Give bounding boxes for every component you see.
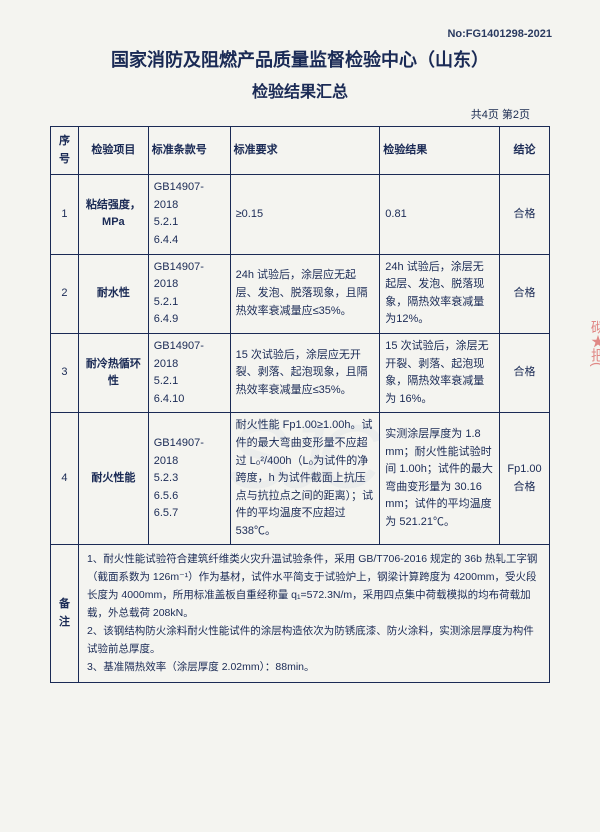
table-row: 3 耐冷热循环性 GB14907-20185.2.16.4.10 15 次试验后… [51, 333, 550, 412]
cell-req: 耐火性能 Fp1.00≥1.00h。试件的最大弯曲变形量不应超过 L₀²/400… [230, 413, 380, 545]
cell-seq: 3 [51, 333, 79, 412]
cell-item: 粘结强度，MPa [78, 175, 148, 254]
report-subtitle: 检验结果汇总 [20, 78, 580, 102]
cell-req: 24h 试验后，涂层应无起层、发泡、脱落现象，且隔热效率衰减量应≤35%。 [230, 254, 380, 333]
cell-req: ≥0.15 [230, 175, 380, 254]
cell-std: GB14907-20185.2.16.4.10 [148, 333, 230, 412]
cell-seq: 2 [51, 254, 79, 333]
cell-seq: 4 [51, 413, 79, 545]
cell-seq: 1 [51, 175, 79, 254]
cell-res: 0.81 [380, 175, 500, 254]
cell-con: 合格 [499, 175, 549, 254]
cell-con: Fp1.00合格 [499, 413, 549, 545]
header-req: 标准要求 [230, 127, 380, 175]
header-std: 标准条款号 [148, 127, 230, 175]
report-page: No:FG1401298-2021 国家消防及阻燃产品质量监督检验中心（山东） … [20, 0, 580, 683]
table-row: 2 耐水性 GB14907-20185.2.16.4.9 24h 试验后，涂层应… [51, 254, 550, 333]
cell-std: GB14907-20185.2.36.5.66.5.7 [148, 413, 230, 545]
cell-item: 耐火性能 [78, 413, 148, 545]
header-con: 结论 [499, 127, 549, 175]
header-item: 检验项目 [78, 127, 148, 175]
table-row: 4 耐火性能 GB14907-20185.2.36.5.66.5.7 耐火性能 … [51, 413, 550, 545]
cell-item: 耐水性 [78, 254, 148, 333]
report-title: 国家消防及阻燃产品质量监督检验中心（山东） [20, 46, 580, 72]
cell-con: 合格 [499, 333, 549, 412]
cell-std: GB14907-20185.2.16.4.4 [148, 175, 230, 254]
cell-std: GB14907-20185.2.16.4.9 [148, 254, 230, 333]
cell-req: 15 次试验后，涂层应无开裂、剥落、起泡现象，且隔热效率衰减量应≤35%。 [230, 333, 380, 412]
remark-row: 备注 1、耐火性能试验符合建筑纤维类火灾升温试验条件，采用 GB/T706-20… [51, 545, 550, 683]
cell-item: 耐冷热循环性 [78, 333, 148, 412]
document-number: No:FG1401298-2021 [20, 28, 580, 40]
header-res: 检验结果 [380, 127, 500, 175]
cell-res: 15 次试验后，涂层无开裂、剥落、起泡现象，隔热效率衰减量为 16%。 [380, 333, 500, 412]
remark-body: 1、耐火性能试验符合建筑纤维类火灾升温试验条件，采用 GB/T706-2016 … [78, 545, 549, 683]
cell-res: 24h 试验后，涂层无起层、发泡、脱落现象，隔热效率衰减量为12%。 [380, 254, 500, 333]
table-row: 1 粘结强度，MPa GB14907-20185.2.16.4.4 ≥0.15 … [51, 175, 550, 254]
stamp-text: 砌★把( [590, 320, 600, 367]
header-seq: 序号 [51, 127, 79, 175]
cell-res: 实测涂层厚度为 1.8 mm；耐火性能试验时间 1.00h；试件的最大弯曲变形量… [380, 413, 500, 545]
cell-con: 合格 [499, 254, 549, 333]
remark-label: 备注 [51, 545, 79, 683]
results-table: 序号 检验项目 标准条款号 标准要求 检验结果 结论 1 粘结强度，MPa GB… [50, 126, 550, 683]
page-indicator: 共4页 第2页 [20, 106, 580, 122]
